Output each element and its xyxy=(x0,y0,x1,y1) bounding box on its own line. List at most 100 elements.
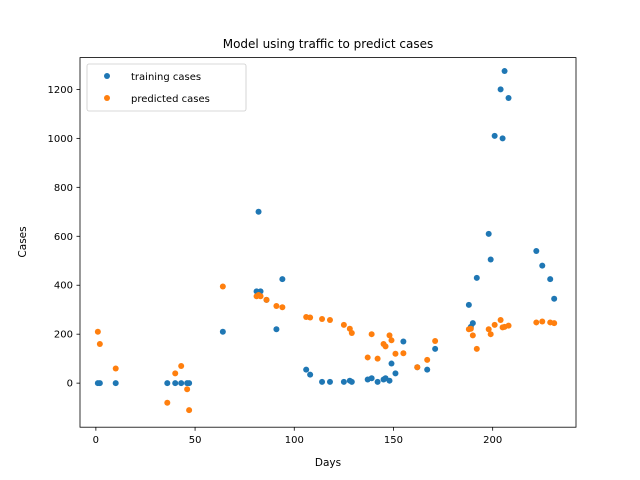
predicted-case-point-1 xyxy=(96,340,103,347)
x-tick-label-150: 150 xyxy=(384,435,403,446)
training-case-point-48 xyxy=(551,295,558,302)
legend-marker-training xyxy=(104,73,110,79)
training-case-point-28 xyxy=(388,360,395,367)
chart-title: Model using traffic to predict cases xyxy=(223,37,434,51)
predicted-case-point-2 xyxy=(112,365,119,372)
training-case-point-7 xyxy=(186,380,193,387)
y-tick-label-1200: 1200 xyxy=(48,85,73,96)
training-case-point-45 xyxy=(533,247,540,254)
y-axis-label: Cases xyxy=(17,226,29,257)
training-case-point-34 xyxy=(465,301,472,308)
predicted-case-point-22 xyxy=(364,354,371,361)
predicted-case-point-32 xyxy=(424,356,431,363)
axis-ticks: 0 50 100 150 200 0 200 400 600 800 1000 1200 xyxy=(48,85,503,446)
predicted-case-point-3 xyxy=(164,399,171,406)
predicted-case-point-48 xyxy=(551,320,558,327)
y-tick-label-200: 200 xyxy=(54,330,73,341)
predicted-case-point-36 xyxy=(469,332,476,339)
training-case-point-5 xyxy=(178,380,185,387)
predicted-case-point-23 xyxy=(368,331,375,338)
predicted-case-point-28 xyxy=(388,337,395,344)
training-case-point-32 xyxy=(424,366,431,373)
x-tick-label-50: 50 xyxy=(189,435,202,446)
y-tick-label-1000: 1000 xyxy=(48,134,73,145)
training-case-point-8 xyxy=(219,328,226,335)
training-case-point-40 xyxy=(491,132,498,139)
training-case-point-27 xyxy=(386,377,393,384)
training-case-point-16 xyxy=(307,371,314,378)
training-case-point-1 xyxy=(96,380,103,387)
predicted-case-point-24 xyxy=(374,355,381,362)
predicted-case-point-11 xyxy=(257,293,264,300)
predicted-case-point-29 xyxy=(392,350,399,357)
training-case-point-15 xyxy=(303,366,310,373)
legend-box xyxy=(86,63,247,112)
training-case-point-33 xyxy=(432,345,439,352)
predicted-case-point-45 xyxy=(533,319,540,326)
predicted-case-point-41 xyxy=(497,316,504,323)
training-case-point-30 xyxy=(400,338,407,345)
training-case-point-3 xyxy=(164,380,171,387)
training-case-point-47 xyxy=(547,276,554,283)
training-case-point-38 xyxy=(485,230,492,237)
y-tick-label-0: 0 xyxy=(67,379,73,390)
predicted-case-point-40 xyxy=(491,321,498,328)
predicted-case-point-6 xyxy=(184,386,191,393)
predicted-case-point-16 xyxy=(307,314,314,321)
training-case-point-23 xyxy=(368,375,375,382)
training-case-point-43 xyxy=(501,68,508,75)
training-case-point-17 xyxy=(319,378,326,385)
predicted-case-point-0 xyxy=(94,328,101,335)
plot-area-frame xyxy=(79,57,577,428)
predicted-case-point-30 xyxy=(400,350,407,357)
training-case-point-19 xyxy=(340,378,347,385)
training-case-point-2 xyxy=(112,380,119,387)
predicted-case-point-5 xyxy=(178,363,185,370)
predicted-case-point-8 xyxy=(219,283,226,290)
training-case-point-46 xyxy=(539,262,546,269)
data-points xyxy=(94,68,558,414)
predicted-case-point-35 xyxy=(467,325,474,332)
predicted-case-point-33 xyxy=(432,338,439,345)
x-tick-label-100: 100 xyxy=(285,435,304,446)
y-tick-label-600: 600 xyxy=(54,232,73,243)
x-tick-label-200: 200 xyxy=(483,435,502,446)
training-case-point-21 xyxy=(348,378,355,385)
predicted-case-point-27 xyxy=(386,332,393,339)
training-case-point-42 xyxy=(499,135,506,142)
legend-label-predicted: predicted cases xyxy=(131,94,210,105)
predicted-case-point-44 xyxy=(505,322,512,329)
legend-label-training: training cases xyxy=(131,72,201,83)
predicted-case-point-13 xyxy=(273,303,280,310)
predicted-case-point-38 xyxy=(485,326,492,333)
training-case-point-10 xyxy=(255,208,262,215)
predicted-case-point-7 xyxy=(186,407,193,414)
y-tick-label-400: 400 xyxy=(54,281,73,292)
predicted-case-point-46 xyxy=(539,318,546,325)
training-case-point-13 xyxy=(273,326,280,333)
training-case-point-39 xyxy=(487,256,494,263)
predicted-case-point-26 xyxy=(382,343,389,350)
training-case-point-37 xyxy=(473,274,480,281)
predicted-case-point-4 xyxy=(172,370,179,377)
legend: training cases predicted cases xyxy=(86,63,247,112)
training-case-point-24 xyxy=(374,378,381,385)
training-case-point-14 xyxy=(279,276,286,283)
training-case-point-29 xyxy=(392,370,399,377)
x-tick-label-0: 0 xyxy=(93,435,99,446)
training-case-point-44 xyxy=(505,94,512,101)
legend-marker-predicted xyxy=(104,95,110,101)
predicted-case-point-19 xyxy=(340,321,347,328)
predicted-case-point-12 xyxy=(263,296,270,303)
predicted-case-point-17 xyxy=(319,316,326,323)
predicted-case-point-14 xyxy=(279,304,286,311)
predicted-case-point-37 xyxy=(473,345,480,352)
predicted-case-point-31 xyxy=(414,364,421,371)
training-case-point-4 xyxy=(172,380,179,387)
x-axis-label: Days xyxy=(315,457,341,469)
predicted-case-point-18 xyxy=(326,316,333,323)
training-case-point-41 xyxy=(497,86,504,93)
y-tick-label-800: 800 xyxy=(54,183,73,194)
training-case-point-18 xyxy=(326,378,333,385)
